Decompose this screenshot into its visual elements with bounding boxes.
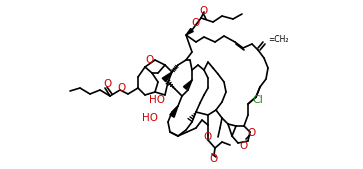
Polygon shape bbox=[170, 106, 178, 117]
Text: HO: HO bbox=[142, 113, 158, 123]
Text: O: O bbox=[200, 6, 208, 16]
Text: Cl: Cl bbox=[253, 95, 264, 105]
Text: O: O bbox=[192, 18, 200, 28]
Polygon shape bbox=[183, 80, 192, 89]
Text: O: O bbox=[146, 55, 154, 65]
Text: O: O bbox=[118, 83, 126, 93]
Text: HO: HO bbox=[149, 95, 165, 105]
Text: =CH₂: =CH₂ bbox=[268, 35, 289, 44]
Polygon shape bbox=[162, 72, 172, 82]
Text: O: O bbox=[103, 79, 111, 89]
Text: O: O bbox=[248, 128, 256, 138]
Text: O: O bbox=[203, 132, 211, 142]
Text: O: O bbox=[209, 154, 217, 164]
Polygon shape bbox=[186, 28, 193, 35]
Text: O: O bbox=[240, 141, 248, 151]
